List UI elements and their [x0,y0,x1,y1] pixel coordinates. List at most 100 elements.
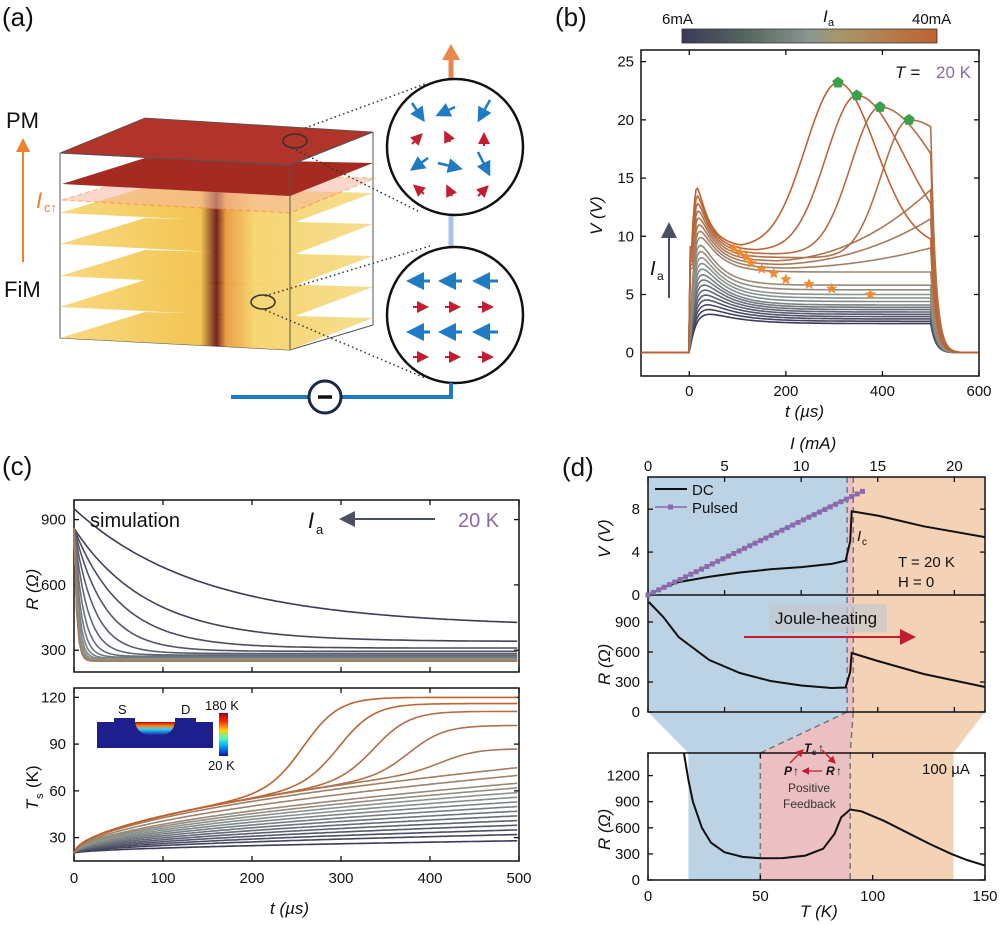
star-marker [768,267,780,279]
series-line-c-top [73,528,518,655]
c-bottom-xtick-label: 200 [239,870,264,887]
b-ytick-label: 5 [626,287,634,304]
pulsed-marker [795,519,801,525]
region-blue-bottom [648,712,848,880]
c-bottom-ytick-label: 120 [41,689,66,706]
region-orange-bottom [850,712,985,880]
cube-front [59,131,374,350]
fim-label: FiM [4,277,41,302]
b-ytick-label: 10 [617,228,634,245]
dc-line-r [648,601,986,690]
c-bottom-xtick-label: 100 [150,870,175,887]
b-ytick-label: 25 [617,54,634,71]
pulsed-marker [656,587,662,593]
panel-label-a: (a) [2,2,34,32]
joule-heating-label: Joule-heating [775,609,877,628]
c-bottom-ytick-label: 60 [49,783,66,800]
d-bottom-xtick-label: 100 [860,888,885,905]
c-bottom-xtick-label: 0 [70,870,78,887]
c-top-ytick-label: 600 [41,577,66,594]
series-line-c-top [73,527,518,642]
d-middle-ytick-label: 300 [615,674,640,691]
c-top-ytick-label: 300 [41,642,66,659]
panel-label-d: (d) [562,452,594,482]
plot-frame-c-top [73,499,520,673]
plot-frame-b [640,49,980,377]
series-line-c-top [73,527,518,649]
pulsed-marker [672,579,678,585]
feedback-arrow-p-ts [789,749,804,764]
projection-dashed-line-2 [849,711,855,754]
d-top-xtick-label: 0 [644,458,652,475]
series-line-c-top [73,528,518,660]
series-line-c-bottom [73,840,518,854]
inset-source-label: S [118,702,127,717]
feedback-line2: Feedback [783,797,837,811]
colorbar [681,28,938,44]
series-line-c-bottom [73,810,518,854]
c-bottom-xtick-label: 300 [328,870,353,887]
paramagnetic-spin-icon [385,77,525,217]
c-bottom-ytick-label: 30 [49,830,66,847]
ic-label-d: I [857,528,861,545]
d-middle-ytick-label: 0 [632,704,640,721]
series-line-c-bottom [73,791,518,854]
pulsed-marker [849,494,855,500]
d-top-xtick-label: 10 [793,458,810,475]
feedback-ts-sub: s [812,748,817,757]
series-line-c-top [73,528,518,658]
pulsed-marker [768,532,774,538]
feedback-p: P [784,764,793,778]
feedback-line1: Positive [788,781,830,795]
pulsed-marker [731,551,737,557]
series-group-c-top [73,509,518,662]
arrow-label-c: I [308,508,314,533]
panel-a: (a) PM FiM I c↑ [2,2,525,415]
b-xtick-label: 0 [685,383,693,400]
d-top-xtick-label: 15 [869,458,886,475]
pulsed-marker [843,496,849,502]
series-line-b [641,81,979,354]
d-bottom-xtick-label: 0 [644,888,652,905]
series-line-b [641,273,979,354]
series-line-c-top [73,528,518,662]
x-axis-title-c: t (µs) [270,899,309,918]
projection-dashed-line [760,711,848,754]
joule-heating-box [769,604,887,632]
ic-sub-d: c [862,537,867,548]
heat-scale-max: 180 K [205,698,239,713]
series-line-c-top [73,528,518,659]
pulsed-marker [699,566,705,572]
pentagon-marker [874,101,886,112]
feedback-r: R [826,764,835,778]
measurement-current-label: 100 µA [922,761,970,778]
d-top-xtick-label: 20 [946,458,963,475]
x-axis-title-b: t (µs) [785,402,824,421]
pentagon-marker [851,89,863,101]
y-axis-title-d-top: V (V) [595,519,614,558]
heat-scale-min: 20 K [208,758,235,773]
pulsed-marker [763,535,769,541]
pulsed-marker [790,522,796,528]
series-line-c-bottom [73,774,518,854]
d-bottom-ytick-label: 600 [615,820,640,837]
colorbar-title-sub: a [828,17,835,29]
x-axis-title-d-bottom: T (K) [800,902,838,921]
heat-colorbar [219,713,228,756]
temperature-prefix-b: T = [895,63,920,82]
series-line-c-bottom [73,829,518,854]
colorbar-max-label: 40mA [912,11,951,28]
pulsed-marker [677,576,683,582]
inset-drain-label: D [181,702,190,717]
legend-d: DC Pulsed [655,482,738,517]
panel-label-b: (b) [555,2,587,32]
c-bottom-ytick-label: 90 [49,736,66,753]
series-line-c-bottom [73,801,518,854]
arrow-label-b: I [650,258,656,280]
output-arrow-icon [442,44,460,60]
thermal-inset: S D 180 K 20 K [97,698,239,773]
current-source-icon [307,379,343,415]
series-line-c-top [73,528,518,656]
